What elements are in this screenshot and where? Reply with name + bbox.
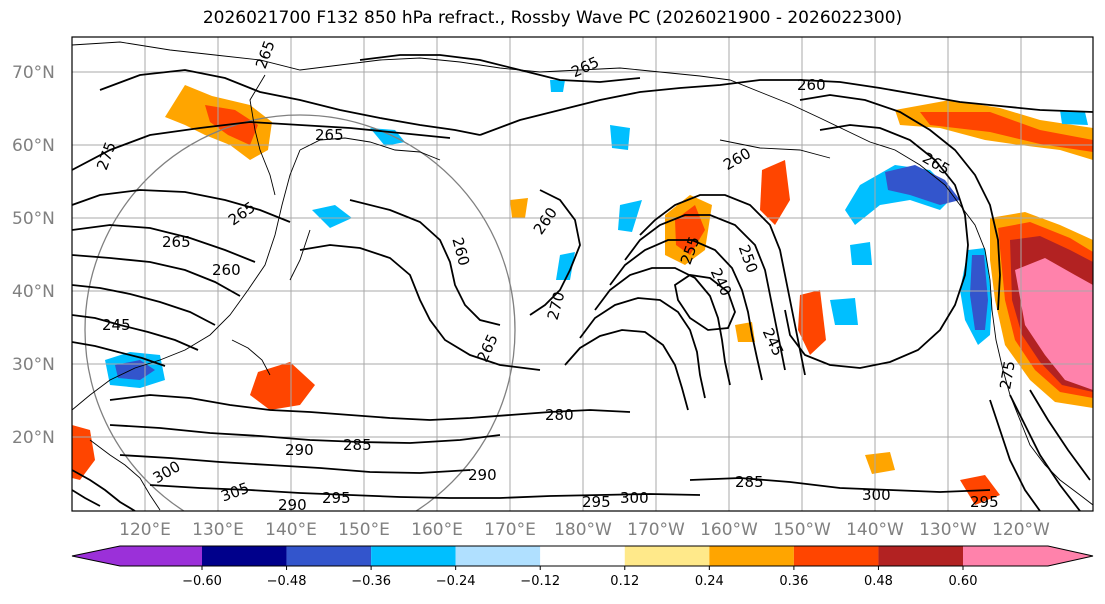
anomaly-negative-region [885,165,960,205]
colorbar-segment [793,546,879,566]
colorbar-extend-low [72,546,120,566]
anomaly-negative-region [1060,110,1088,125]
contour-label: 300 [620,489,649,507]
contour-label: 295 [970,493,999,511]
colorbar-tick-label: 0.24 [695,574,724,589]
lat-label: 30°N [12,355,55,375]
lon-label: 160°W [700,520,758,540]
colorbar-segment [963,546,1048,566]
lon-label: 160°E [411,520,463,540]
lon-label: 180°W [554,520,612,540]
colorbar-segment [371,546,456,566]
colorbar-tick-label: 0.60 [949,574,978,589]
lat-label: 50°N [12,209,55,229]
anomaly-negative-region [618,200,642,232]
lon-label: 150°W [773,520,831,540]
contour-label: 295 [582,493,611,511]
anomaly-negative-region [312,205,352,228]
lat-label: 20°N [12,428,55,448]
anomaly-fills [72,80,1093,505]
colorbar-segment [878,546,963,566]
contour-label: 285 [735,473,764,491]
lon-label: 120°W [992,520,1050,540]
contour-label: 285 [343,436,372,454]
lon-label: 170°W [627,520,685,540]
anomaly-negative-region [970,255,988,330]
colorbar-tick-label: −0.24 [436,574,476,589]
colorbar-tick-label: −0.48 [267,574,307,589]
contour-label: 245 [102,316,131,334]
plot-frame [71,36,1094,512]
contour-lines [72,54,1093,511]
contour-label: 290 [285,441,314,459]
anomaly-positive-region [510,198,528,218]
contour-label: 260 [797,76,826,94]
colorbar-extend-high [1048,546,1093,566]
anomaly-negative-region [610,125,630,150]
colorbar-tick-label: −0.60 [182,574,222,589]
anomaly-negative-region [850,242,872,265]
anomaly-negative-region [830,298,858,325]
colorbar-tick-label: 0.36 [779,574,808,589]
contour-label: 300 [862,486,891,504]
colorbar-segment [540,546,625,566]
colorbar: −0.60 −0.48 −0.36 −0.24 −0.12 0.12 0.24 0.36 0.4… [71,545,1094,589]
reference-circle [84,114,516,511]
lon-label: 130°W [919,520,977,540]
lon-label: 140°E [265,520,317,540]
colorbar-segment [286,546,372,566]
map-title: 2026021700 F132 850 hPa refract., Rossby… [202,8,903,28]
lon-label: 170°E [484,520,536,540]
contour-label: 265 [162,233,191,251]
lat-label: 70°N [12,63,55,83]
anomaly-positive-region [865,452,895,474]
anomaly-positive-region [250,362,315,410]
contour-label: 290 [468,466,497,484]
colorbar-tick-label: −0.36 [351,574,391,589]
colorbar-segment [120,546,202,566]
contour-label: 275 [996,359,1019,390]
anomaly-negative-region [550,80,565,92]
graticule [72,37,1093,511]
contour-label: 280 [545,406,574,424]
latitude-labels: 70°N 60°N 50°N 40°N 30°N 20°N [12,63,55,448]
colorbar-segment [455,546,541,566]
contour-label: 265 [315,126,344,144]
lon-label: 120°E [119,520,171,540]
colorbar-tick-label: −0.12 [520,574,560,589]
lat-label: 40°N [12,282,55,302]
lon-label: 140°W [846,520,904,540]
lat-label: 60°N [12,136,55,156]
anomaly-positive-region [798,290,826,355]
colorbar-segment [202,546,287,566]
longitude-labels: 120°E 130°E 140°E 150°E 160°E 170°E 180°… [119,520,1050,540]
anomaly-negative-region [556,252,575,280]
colorbar-segment [624,546,710,566]
colorbar-outline [71,545,1094,567]
contour-label: 290 [278,496,307,514]
contour-label: 295 [322,489,351,507]
anomaly-positive-region [920,112,1093,152]
contour-label: 260 [212,261,241,279]
colorbar-tick-label: 0.12 [610,574,639,589]
anomaly-positive-region [72,425,95,480]
coastlines [72,41,1093,511]
colorbar-tick-label: 0.48 [864,574,893,589]
anomaly-positive-region [760,160,790,225]
lon-label: 130°E [192,520,244,540]
colorbar-segment [709,546,794,566]
lon-label: 150°E [338,520,390,540]
